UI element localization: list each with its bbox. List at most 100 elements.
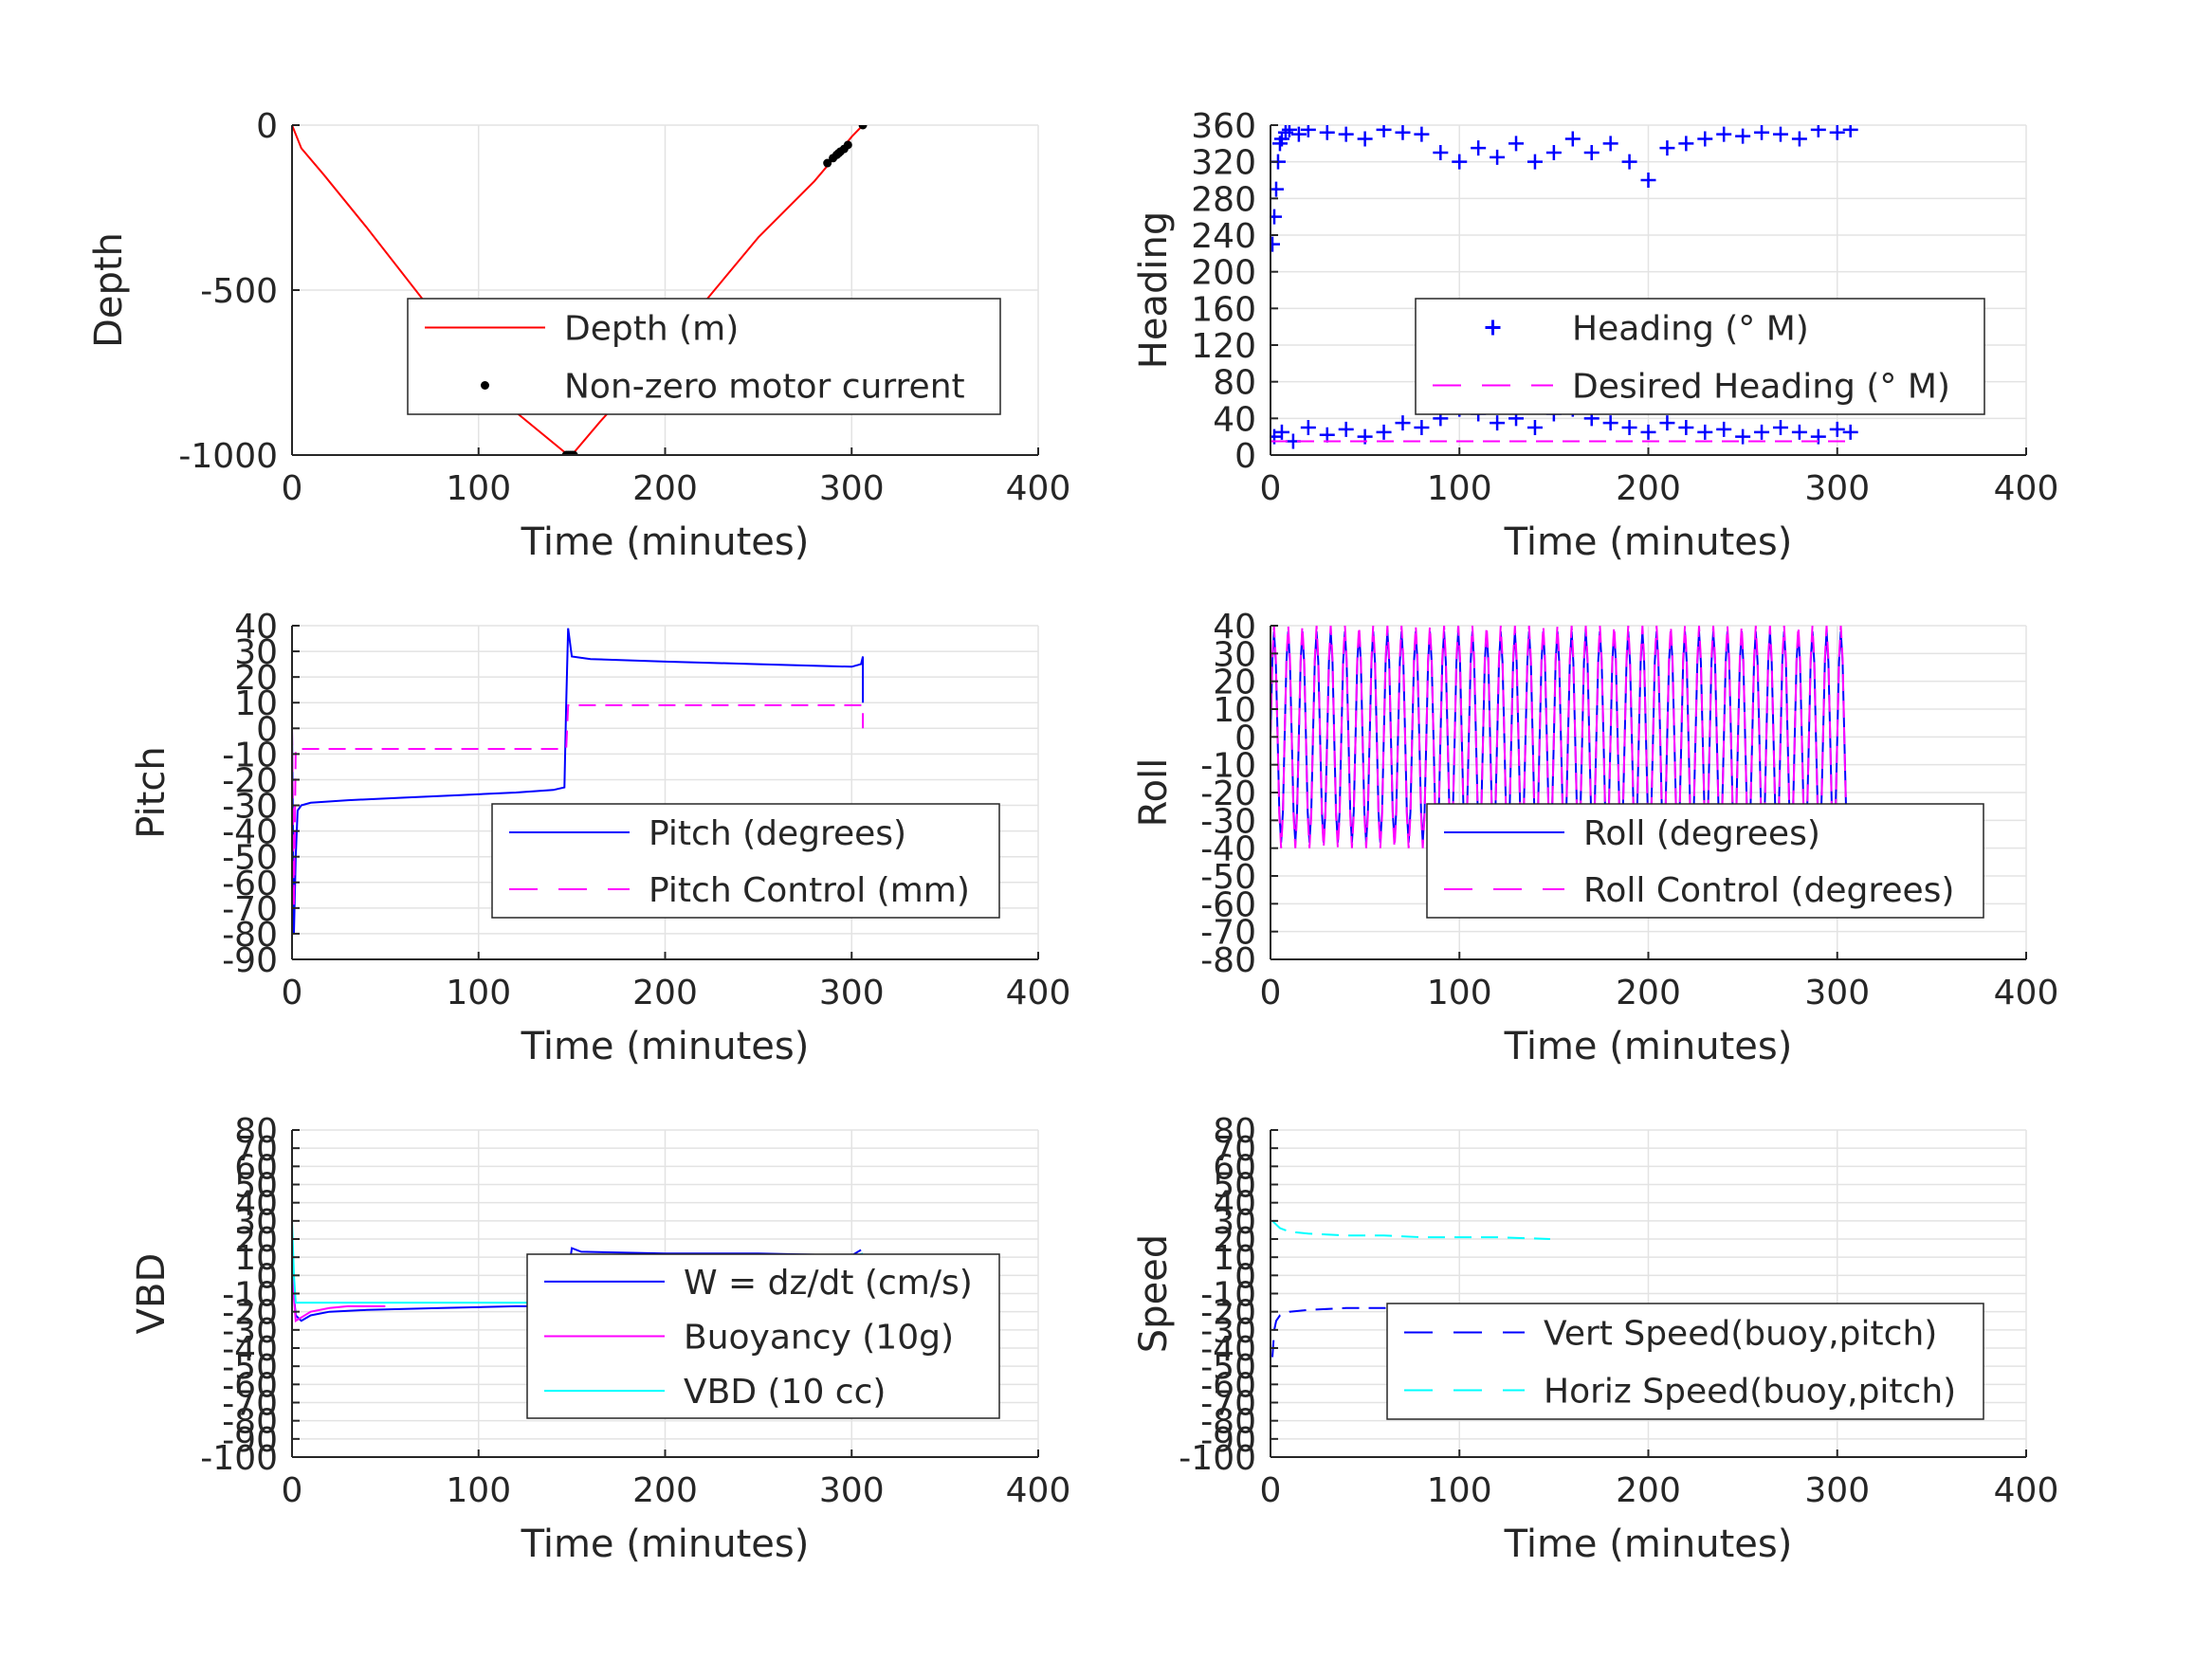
y-tick-label: 80	[1213, 364, 1256, 403]
data-point	[1772, 420, 1788, 435]
data-point	[1277, 125, 1293, 140]
y-tick-label: -30	[1200, 1312, 1256, 1351]
y-tick-label: -80	[1200, 941, 1256, 980]
data-point	[1842, 125, 1858, 137]
y-tick-label: 50	[1213, 1167, 1256, 1206]
y-tick-label: -50	[222, 1348, 278, 1387]
data-point	[1508, 136, 1525, 152]
x-tick-label: 0	[282, 469, 303, 508]
y-tick-label: 10	[1213, 1239, 1256, 1278]
legend-label: Pitch Control (mm)	[649, 871, 970, 910]
series-line-2	[1271, 1220, 1550, 1240]
x-tick-label: 0	[282, 1471, 303, 1510]
x-tick-label: 300	[1804, 974, 1870, 1012]
chart-panel-2: 0 100 200 300 40004080120160200240280320360T…	[1132, 107, 2058, 564]
legend-label: Heading (° M)	[1572, 310, 1809, 349]
data-point	[1271, 236, 1280, 252]
y-tick-label: 0	[256, 107, 278, 146]
data-point	[1395, 415, 1411, 431]
data-point	[1735, 128, 1751, 144]
x-tick-label: 100	[1427, 1471, 1492, 1510]
data-point	[1290, 126, 1307, 142]
y-tick-label: -30	[222, 788, 278, 827]
series-line-1	[292, 628, 865, 934]
data-point	[1300, 420, 1316, 435]
legend: Vert Speed(buoy,pitch) Horiz Speed(buoy,p…	[1386, 1303, 1984, 1420]
data-point	[1273, 424, 1289, 440]
data-point	[1640, 173, 1656, 188]
x-tick-label: 0	[1260, 469, 1282, 508]
y-tick-label: 50	[234, 1167, 278, 1206]
legend-label: Desired Heading (° M)	[1572, 368, 1950, 407]
y-tick-label: 40	[234, 608, 278, 647]
y-tick-label: 30	[1213, 1203, 1256, 1242]
legend: Pitch (degrees) Pitch Control (mm)	[491, 803, 1000, 919]
x-axis-label: Time (minutes)	[1504, 1025, 1793, 1068]
data-point	[1338, 421, 1354, 437]
x-tick-label: 400	[1006, 1471, 1071, 1510]
legend-label: Roll (degrees)	[1583, 814, 1820, 853]
data-point	[1602, 415, 1618, 431]
data-point	[1678, 136, 1694, 152]
x-tick-label: 400	[1994, 1471, 2059, 1510]
y-tick-label: -60	[222, 865, 278, 903]
y-tick-label: 200	[1191, 254, 1256, 293]
y-tick-label: 20	[234, 659, 278, 698]
data-point	[1716, 421, 1732, 437]
y-tick-label: 10	[234, 684, 278, 723]
legend: W = dz/dt (cm/s) Buoyancy (10g) VBD (10 cc…	[526, 1253, 1000, 1419]
legend-box	[1426, 803, 1984, 919]
y-tick-label: 0	[256, 1257, 278, 1296]
y-tick-label: -20	[222, 761, 278, 800]
y-tick-label: -40	[222, 813, 278, 852]
y-tick-label: 20	[234, 1221, 278, 1260]
x-axis-label: Time (minutes)	[521, 1025, 810, 1068]
x-tick-label: 400	[1006, 974, 1071, 1012]
y-tick-label: -100	[200, 1439, 278, 1478]
x-tick-label: 300	[1804, 469, 1870, 508]
y-tick-label: 160	[1191, 290, 1256, 329]
y-tick-label: -90	[222, 1421, 278, 1460]
data-point	[1526, 154, 1543, 170]
data-point	[1319, 427, 1335, 443]
y-tick-label: -70	[1200, 914, 1256, 953]
chart-panel-1: 0 100 200 300 400 -1000 -500 0 Time (minutes) Dep…	[87, 107, 1070, 564]
y-tick-label: 0	[1234, 437, 1256, 476]
y-tick-label: 40	[1213, 400, 1256, 439]
data-point	[1697, 131, 1713, 147]
legend: Heading (° M) Desired Heading (° M)	[1415, 298, 1985, 415]
x-tick-label: 400	[1994, 469, 2059, 508]
data-point	[1791, 131, 1807, 147]
y-tick-label: -60	[1200, 1366, 1256, 1405]
data-point	[1564, 131, 1581, 147]
y-tick-label: 30	[234, 633, 278, 672]
data-layer	[292, 125, 868, 455]
y-tick-label: -100	[1179, 1439, 1256, 1478]
data-point	[1376, 424, 1392, 440]
y-tick-label: -10	[222, 1276, 278, 1315]
y-tick-label: 240	[1191, 217, 1256, 256]
y-tick-label: -50	[222, 839, 278, 878]
x-axis-label: Time (minutes)	[521, 520, 810, 564]
chart-panel-4: 0 100 200 300 400-80-70-60-50-40-30-20-10010…	[1132, 608, 2058, 1068]
data-point	[1829, 125, 1845, 140]
y-tick-label: 10	[1213, 691, 1256, 730]
data-layer	[1271, 626, 1851, 848]
x-tick-label: 400	[1994, 974, 2059, 1012]
y-tick-label: -30	[1200, 802, 1256, 841]
y-tick-label: 60	[1213, 1148, 1256, 1187]
y-tick-label: -40	[1200, 1330, 1256, 1369]
y-tick-label: -50	[1200, 858, 1256, 897]
y-tick-label: -30	[222, 1312, 278, 1351]
data-point	[1772, 126, 1788, 142]
y-tick-label: 0	[1234, 719, 1256, 757]
y-tick-label: 0	[256, 710, 278, 749]
series-line-2	[292, 1275, 386, 1322]
data-point	[1414, 126, 1430, 142]
data-point	[1376, 125, 1392, 137]
legend-label: Depth (m)	[564, 310, 739, 349]
data-point	[1716, 126, 1732, 142]
x-tick-label: 400	[1006, 469, 1071, 508]
x-tick-label: 100	[446, 469, 511, 508]
